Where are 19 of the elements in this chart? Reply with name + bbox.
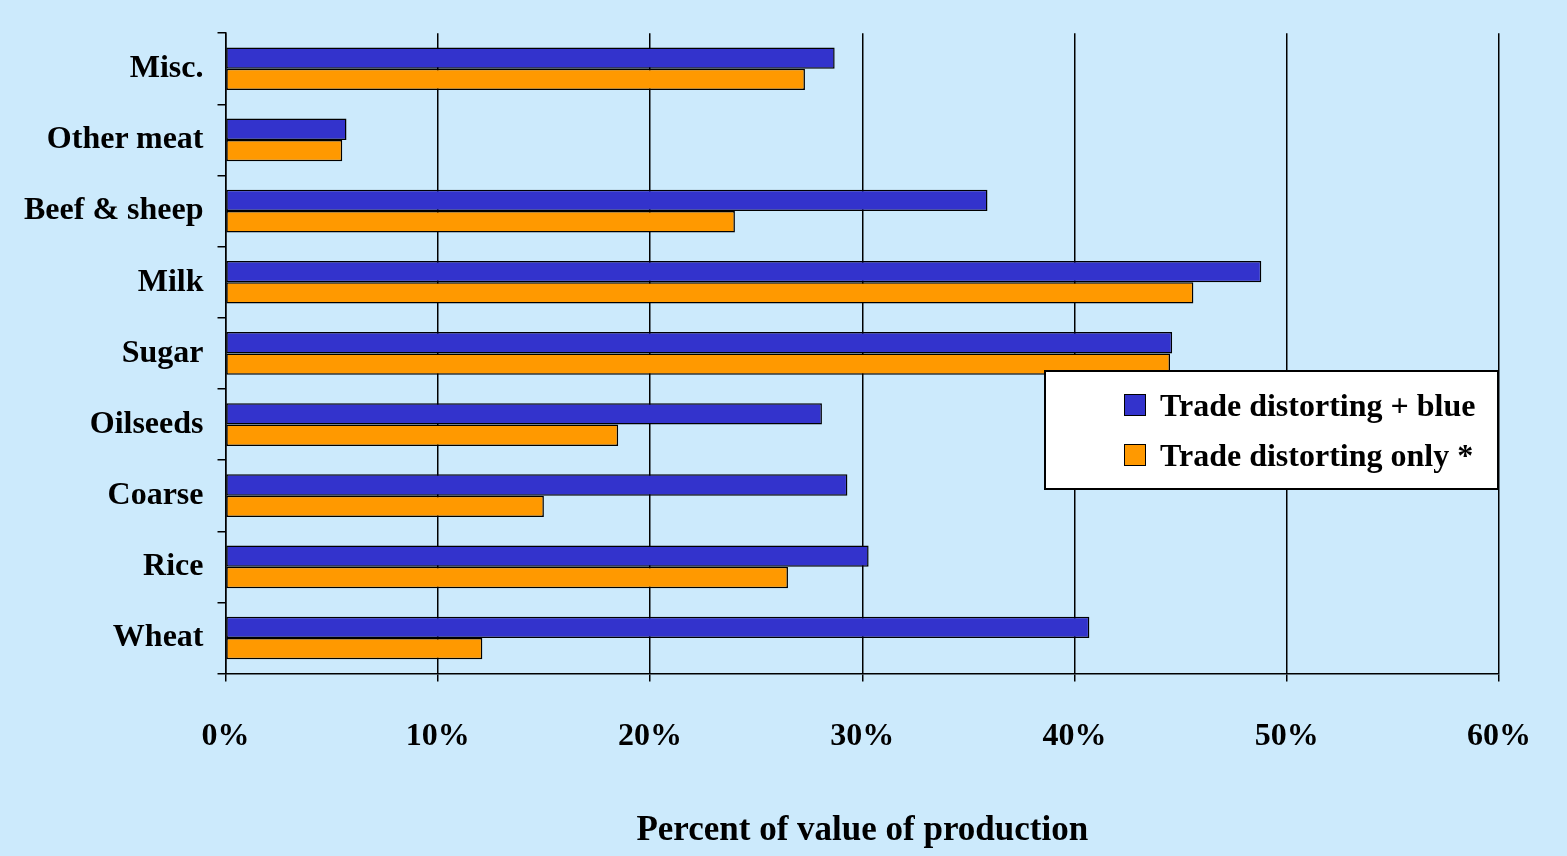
y-tick-label: Sugar (121, 332, 204, 369)
x-axis-title: Percent of value of production (636, 809, 1089, 849)
y-tick-label: Rice (143, 546, 204, 583)
x-tick-label: 60% (1467, 716, 1531, 753)
y-tick-label: Beef & sheep (24, 190, 204, 227)
y-tick-label: Wheat (112, 617, 204, 654)
x-tick-label: 30% (830, 716, 895, 753)
y-tick-label: Coarse (107, 474, 204, 511)
x-tick-label: 50% (1254, 716, 1319, 753)
x-tick-label: 0% (201, 716, 250, 753)
legend-label: Trade distorting + blue (1160, 386, 1476, 424)
x-tick-label: 10% (405, 716, 470, 753)
y-tick-label: Other meat (46, 119, 204, 156)
x-tick-label: 40% (1042, 716, 1107, 753)
y-tick-label: Oilseeds (89, 403, 204, 440)
y-tick-label: Misc. (129, 48, 204, 85)
legend-label: Trade distorting only * (1160, 436, 1474, 474)
x-tick-label: 20% (618, 716, 683, 753)
y-tick-label: Milk (137, 261, 204, 298)
